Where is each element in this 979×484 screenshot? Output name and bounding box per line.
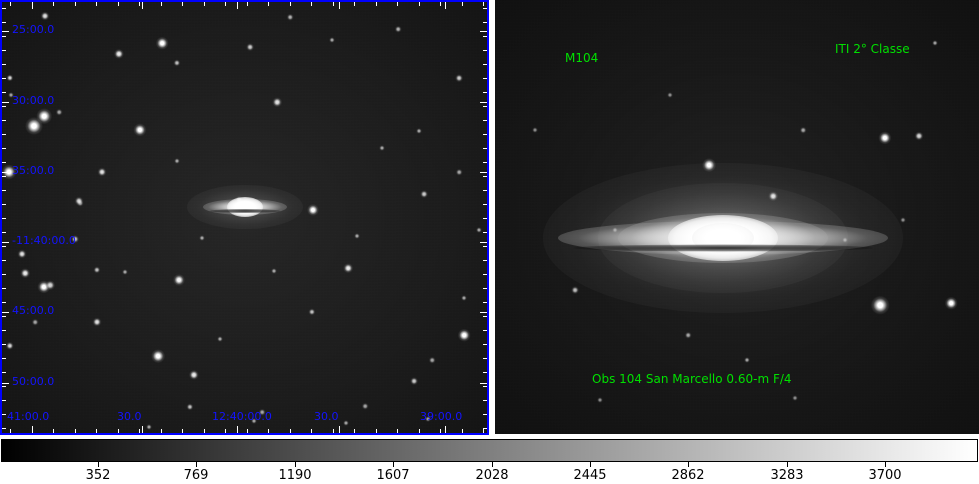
observation-image-panel[interactable]: M104 ITI 2° Classe Obs 104 San Marcello 0.… (495, 0, 979, 434)
colorbar-tick-label: 3283 (770, 468, 804, 483)
colorbar-tick-label: 769 (183, 468, 209, 483)
colorbar-tick-label: 1190 (278, 468, 312, 483)
wcs-image-panel[interactable]: 41:00.0 30.0 12:40:00.0 30.0 39:00.0 25:00.0 3… (0, 0, 489, 435)
colorbar-tick (492, 462, 493, 467)
colorbar-tick (787, 462, 788, 467)
colorbar-tick-label: 2862 (671, 468, 705, 483)
colorbar-tick (590, 462, 591, 467)
intensity-colorbar[interactable]: 352 769 1190 1607 2028 2445 2862 3283 3700 (0, 439, 979, 484)
colorbar-tick (196, 462, 197, 467)
colorbar-tick (98, 462, 99, 467)
sky-background-left (2, 2, 487, 433)
colorbar-gradient[interactable] (1, 439, 978, 462)
colorbar-tick (688, 462, 689, 467)
colorbar-tick (885, 462, 886, 467)
colorbar-tick (393, 462, 394, 467)
colorbar-tick-label: 3700 (868, 468, 902, 483)
sky-background-right (495, 0, 979, 434)
colorbar-tick (295, 462, 296, 467)
colorbar-tick-label: 2445 (573, 468, 607, 483)
colorbar-tick-label: 1607 (376, 468, 410, 483)
colorbar-tick-label: 2028 (475, 468, 509, 483)
colorbar-tick-label: 352 (85, 468, 111, 483)
